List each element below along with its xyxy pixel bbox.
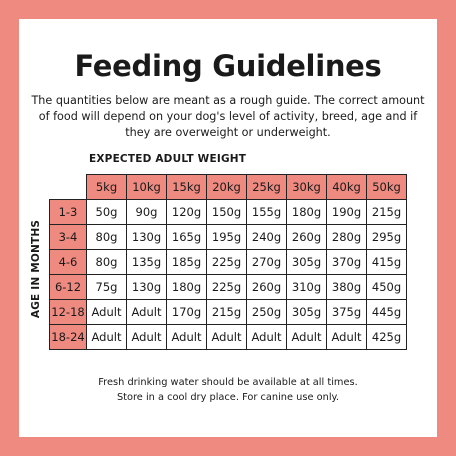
table-cell: 185g <box>166 249 207 275</box>
table-cell: 180g <box>286 199 327 225</box>
table-cell: 415g <box>366 249 407 275</box>
footer-note: Fresh drinking water should be available… <box>19 375 437 405</box>
footer-line-storage: Store in a cool dry place. For canine us… <box>116 392 340 403</box>
weight-header-cell: 5kg <box>86 174 127 200</box>
weight-header-cell: 20kg <box>206 174 247 200</box>
footer-line-water: Fresh drinking water should be available… <box>98 377 358 388</box>
table-cell: 295g <box>366 224 407 250</box>
table-cell: 150g <box>206 199 247 225</box>
table-cell: Adult <box>326 324 367 350</box>
age-header-cell: 12-18 <box>49 299 87 325</box>
table-cell: 305g <box>286 299 327 325</box>
table-cell: Adult <box>126 324 167 350</box>
table-cell: Adult <box>206 324 247 350</box>
table-cell: 380g <box>326 274 367 300</box>
table-cell: Adult <box>126 299 167 325</box>
table-cell: 215g <box>206 299 247 325</box>
table-cell: Adult <box>286 324 327 350</box>
table-cell: 75g <box>86 274 127 300</box>
table-cell: 215g <box>366 199 407 225</box>
feeding-table: 5kg 10kg 15kg 20kg 25kg 30kg 40kg 50kg 1… <box>49 174 407 350</box>
table-cell: 305g <box>286 249 327 275</box>
weight-heading: EXPECTED ADULT WEIGHT <box>89 153 247 165</box>
table-cell: 270g <box>246 249 287 275</box>
intro-text: The quantities below are meant as a roug… <box>31 94 425 139</box>
table-row: 3-4 80g 130g 165g 195g 240g 260g 280g 29… <box>49 224 407 250</box>
table-cell: 50g <box>86 199 127 225</box>
table-cell: 80g <box>86 249 127 275</box>
age-header-cell: 1-3 <box>49 199 87 225</box>
table-cell: 165g <box>166 224 207 250</box>
table-cell: Adult <box>246 324 287 350</box>
table-cell: 195g <box>206 224 247 250</box>
table-cell: 170g <box>166 299 207 325</box>
table-cell: 310g <box>286 274 327 300</box>
weight-header-cell: 40kg <box>326 174 367 200</box>
weight-header-cell: 10kg <box>126 174 167 200</box>
table-row: 4-6 80g 135g 185g 225g 270g 305g 370g 41… <box>49 249 407 275</box>
weight-header-row: 5kg 10kg 15kg 20kg 25kg 30kg 40kg 50kg <box>50 174 407 200</box>
table-cell: Adult <box>166 324 207 350</box>
age-heading-wrapper: AGE IN MONTHS <box>28 214 44 324</box>
table-cell: 190g <box>326 199 367 225</box>
table-cell: 225g <box>206 249 247 275</box>
age-heading: AGE IN MONTHS <box>30 219 43 319</box>
age-header-cell: 3-4 <box>49 224 87 250</box>
table-cell: 155g <box>246 199 287 225</box>
table-cell: Adult <box>86 299 127 325</box>
table-row: 1-3 50g 90g 120g 150g 155g 180g 190g 215… <box>49 199 407 225</box>
table-row: 18-24 Adult Adult Adult Adult Adult Adul… <box>49 324 407 350</box>
table-cell: 375g <box>326 299 367 325</box>
table-cell: 260g <box>246 274 287 300</box>
table-cell: 90g <box>126 199 167 225</box>
age-header-cell: 6-12 <box>49 274 87 300</box>
weight-header-cell: 50kg <box>366 174 407 200</box>
table-row: 12-18 Adult Adult 170g 215g 250g 305g 37… <box>49 299 407 325</box>
table-cell: 370g <box>326 249 367 275</box>
table-cell: 180g <box>166 274 207 300</box>
age-header-cell: 4-6 <box>49 249 87 275</box>
weight-header-cell: 15kg <box>166 174 207 200</box>
weight-header-cell: 30kg <box>286 174 327 200</box>
age-header-cell: 18-24 <box>49 324 87 350</box>
table-cell: 240g <box>246 224 287 250</box>
table-row: 6-12 75g 130g 180g 225g 260g 310g 380g 4… <box>49 274 407 300</box>
table-cell: Adult <box>86 324 127 350</box>
weight-header-cell: 25kg <box>246 174 287 200</box>
table-cell: 250g <box>246 299 287 325</box>
table-cell: 425g <box>366 324 407 350</box>
table-cell: 80g <box>86 224 127 250</box>
table-cell: 130g <box>126 274 167 300</box>
table-cell: 260g <box>286 224 327 250</box>
table-cell: 120g <box>166 199 207 225</box>
table-cell: 225g <box>206 274 247 300</box>
page-title: Feeding Guidelines <box>74 49 382 83</box>
corner-cell <box>50 175 87 200</box>
table-cell: 450g <box>366 274 407 300</box>
feeding-guidelines-card: Feeding Guidelines The quantities below … <box>19 19 437 437</box>
table-cell: 280g <box>326 224 367 250</box>
table-cell: 445g <box>366 299 407 325</box>
table-cell: 135g <box>126 249 167 275</box>
table-cell: 130g <box>126 224 167 250</box>
